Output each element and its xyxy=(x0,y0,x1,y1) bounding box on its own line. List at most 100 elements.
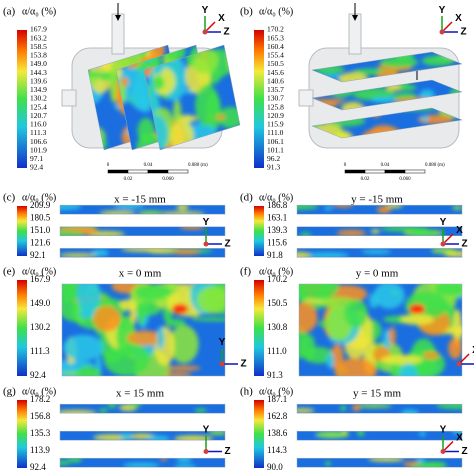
axis-label: X xyxy=(456,433,463,444)
contour-blob xyxy=(135,284,168,301)
contour-blob xyxy=(156,326,165,350)
colorbar-tick-label: 130.7 xyxy=(267,94,284,103)
contour-blob xyxy=(361,249,392,255)
scale-bar-label: 0 xyxy=(107,163,110,168)
colorbar-tick-label: 101.9 xyxy=(30,145,47,154)
contour-blob xyxy=(410,229,437,236)
contour-blob xyxy=(370,229,380,234)
contour-blob xyxy=(336,229,366,236)
contour-bg xyxy=(297,431,462,441)
scale-bar-segment xyxy=(127,169,149,174)
contour-blob xyxy=(173,464,197,468)
contour-edge xyxy=(296,226,463,237)
contour-blob xyxy=(176,458,192,463)
contour-blob xyxy=(99,210,137,215)
contour-blob xyxy=(324,461,331,466)
contour-blob xyxy=(208,431,225,436)
colorbar-tick-label: 111.0 xyxy=(267,346,287,356)
contour-edge xyxy=(59,457,226,468)
colorbar xyxy=(254,280,264,376)
contour-blobs xyxy=(299,226,444,236)
contour-blob xyxy=(297,205,319,210)
contour-blob xyxy=(60,205,82,211)
colorbar-tick-label: 186.8 xyxy=(267,200,288,210)
axis-label: Y xyxy=(203,425,210,436)
colorbar-tick-label: 167.9 xyxy=(30,25,47,34)
contour-blob xyxy=(416,458,426,464)
contour xyxy=(60,248,225,258)
colorbar-title: α/α₀ (%) xyxy=(259,266,293,277)
contour-edge xyxy=(296,430,463,441)
colorbar-tick-label: 106.6 xyxy=(30,137,47,146)
scale-bar-label: 0 xyxy=(344,163,347,168)
contour-blob xyxy=(226,45,238,74)
contour-blob xyxy=(420,461,447,468)
scale-bar-label: 0.080 (m) xyxy=(425,163,445,168)
contour-blob xyxy=(357,431,365,437)
scale-bar-label: 0.04 xyxy=(144,163,153,168)
contour-blob xyxy=(169,325,199,364)
colorbar-tick-label: 155.4 xyxy=(267,51,284,60)
contour-blob xyxy=(173,99,182,123)
axis-label: Z xyxy=(461,27,467,38)
axis-origin xyxy=(440,241,446,247)
contour-blob xyxy=(163,372,192,376)
colorbar-tick-label: 120.9 xyxy=(267,111,284,120)
scale-bar-segment xyxy=(344,169,366,174)
contour xyxy=(60,205,225,215)
contour-blob xyxy=(385,205,403,209)
colorbar-tick-label: 160.4 xyxy=(267,42,284,51)
colorbar xyxy=(17,400,27,468)
contour-blob xyxy=(165,318,186,328)
slice-label: x = 0 mm xyxy=(119,268,162,280)
axis-label: X xyxy=(218,13,225,24)
contour-blobs xyxy=(62,284,225,376)
panel-label: (a) xyxy=(3,6,16,18)
panel-label: (h) xyxy=(240,386,253,398)
contour-blobs xyxy=(297,248,462,258)
colorbar-tick-label: 140.6 xyxy=(267,76,284,85)
colorbar-tick-label: 92.1 xyxy=(30,250,46,260)
slice-label: y = -15 mm xyxy=(351,194,403,206)
panel-label: (e) xyxy=(3,266,16,278)
colorbar-tick-label: 170.2 xyxy=(267,25,284,34)
contour-blob xyxy=(135,301,162,316)
contour-blob xyxy=(343,299,368,328)
contour-blob xyxy=(436,404,462,410)
contour-blob xyxy=(376,206,392,214)
panel-label: (b) xyxy=(240,6,253,18)
colorbar-tick-label: 111.3 xyxy=(30,346,50,356)
colorbar-title: α/α₀ (%) xyxy=(259,6,293,17)
contour-blob xyxy=(127,404,142,408)
contour-blob xyxy=(451,431,462,435)
colorbar-title: α/α₀ (%) xyxy=(22,386,56,397)
contour-blob xyxy=(137,117,155,144)
colorbar xyxy=(254,206,264,256)
contour-blob xyxy=(121,248,165,252)
colorbar-tick-label: 91.3 xyxy=(267,163,280,172)
colorbar-tick-label: 96.2 xyxy=(267,154,280,163)
contour-blob xyxy=(170,119,194,150)
scale-bar-segment xyxy=(167,169,189,174)
axis-label: Z xyxy=(462,239,468,250)
contour-blob xyxy=(77,284,101,314)
scale-bar-segment xyxy=(404,169,426,174)
colorbar-tick-label: 92.4 xyxy=(30,462,46,472)
contour-blob xyxy=(333,131,354,138)
colorbar-tick-label: 130.8 xyxy=(267,322,288,332)
contour-blob xyxy=(299,232,312,236)
scale-bar-segment xyxy=(107,169,129,174)
colorbar-tick-label: 139.3 xyxy=(267,225,288,235)
colorbar-tick-label: 130.2 xyxy=(30,322,50,332)
contour-blob xyxy=(379,56,419,68)
contour-blob xyxy=(107,404,117,409)
contour-blob xyxy=(334,358,377,376)
contour-blob xyxy=(422,351,440,360)
colorbar-title: α/α₀ (%) xyxy=(259,386,293,397)
colorbar-tick-label: 101.1 xyxy=(267,145,284,154)
colorbar-tick-label: 187.1 xyxy=(267,394,287,404)
contour-blobs xyxy=(60,226,205,236)
contour-blob xyxy=(297,251,312,258)
contour-blobs xyxy=(93,431,225,441)
